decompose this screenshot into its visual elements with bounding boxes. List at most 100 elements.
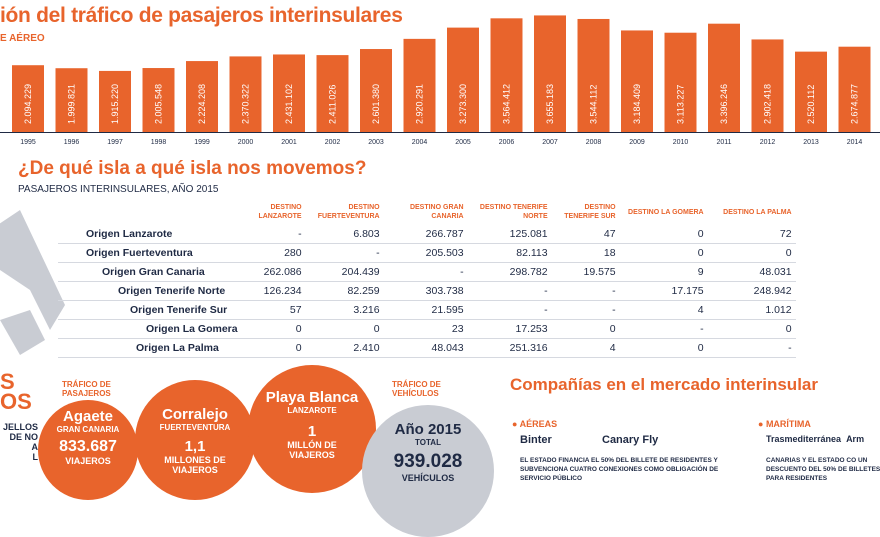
maritima-label-text: MARÍTIMA (765, 419, 811, 429)
table-cell: 4 (619, 300, 708, 320)
column-header: DESTINO FUERTEVENTURA (317, 204, 380, 220)
table-cell: 303.738 (383, 281, 468, 301)
bar (142, 68, 175, 132)
bar (186, 61, 218, 133)
section-title: ¿De qué isla a qué isla nos movemos? (18, 158, 367, 179)
bar (273, 54, 305, 132)
table-cell: 3.216 (305, 300, 384, 320)
partial-note-line: DE NO (9, 432, 38, 442)
bar (751, 39, 784, 132)
table-cell: 0 (305, 319, 384, 339)
x-tick-label: 2012 (760, 139, 776, 146)
table-cell: 0 (241, 319, 306, 339)
bar (12, 65, 44, 132)
column-header: DESTINO TENERIFE NORTE (479, 204, 548, 220)
x-tick-label: 2000 (238, 139, 254, 146)
table-cell: 9 (619, 262, 708, 282)
x-tick-label: 2002 (325, 139, 341, 146)
bar-value-label: 2.601.380 (371, 84, 381, 124)
port-unit: MILLONES DE VIAJEROS (164, 455, 226, 475)
table-row: Origen La Gomera 0 0 23 17.253 0-0 (58, 319, 796, 339)
x-tick-label: 2001 (281, 139, 297, 146)
bar (534, 15, 566, 133)
row-label: Origen Fuerteventura (58, 243, 242, 263)
playa-blanca-bubble: Playa Blanca LANZAROTE 1 MILLÓN DE VIAJE… (248, 365, 376, 493)
partial-note: JELLOS DE NO A L (0, 422, 38, 462)
bar (838, 46, 871, 132)
table-cell: 23 (383, 319, 468, 339)
bar-value-label: 2.674.877 (850, 84, 860, 124)
partial-note-line: L (32, 452, 39, 462)
x-tick-label: 2008 (586, 139, 602, 146)
bar-value-label: 3.396.246 (719, 84, 729, 124)
bar-value-label: 3.113.227 (676, 85, 686, 124)
table-cell: - (467, 300, 552, 320)
port-island: LANZAROTE (287, 406, 337, 415)
chart-subtitle: E AÉREO (0, 33, 45, 44)
port-name: Agaete (62, 408, 114, 425)
table-cell: 125.081 (467, 225, 552, 244)
column-header: DESTINO LA GOMERA (628, 208, 704, 216)
table-row: Origen La Palma 0 2.410 48.043 251.316 4 0- (58, 338, 796, 358)
bar (577, 18, 610, 132)
bar-chart: 2.094.229 1995 1.999.821 1996 1.915.220 1997 2… (0, 15, 880, 146)
table-cell: 126.234 (241, 281, 306, 301)
od-table: DESTINO LANZAROTE DESTINO FUERTEVENTURA … (58, 203, 796, 358)
bar (795, 51, 827, 132)
table-cell: 17.175 (619, 281, 708, 301)
bar (316, 55, 349, 132)
airline-canary-fly: Canary Fly (602, 434, 659, 446)
bar (403, 38, 436, 132)
table-cell: 0 (619, 338, 708, 358)
table-row: Origen Lanzarote -6.803 266.787 125.081 47 0 7… (58, 225, 796, 244)
table-cell: 205.503 (383, 243, 468, 263)
ship-name: Trasmediterránea (766, 434, 842, 444)
column-header: DESTINO TENERIFE SUR (564, 204, 616, 220)
bar-value-label: 2.224.208 (197, 84, 207, 124)
table-cell: 18 (551, 243, 620, 263)
x-tick-label: 2007 (542, 139, 558, 146)
row-label: Origen Gran Canaria (58, 262, 242, 282)
table-cell: 72 (707, 225, 796, 244)
table-cell: 0 (707, 319, 796, 339)
table-cell: 82.113 (467, 243, 552, 263)
table-cell: 47 (551, 225, 620, 244)
bar (229, 56, 262, 133)
partial-note-line: JELLOS (2, 422, 38, 432)
table-cell: 21.595 (383, 300, 468, 320)
agaete-bubble: Agaete GRAN CANARIA 833.687 VIAJEROS (38, 400, 138, 500)
companies-title: Compañías en el mercado interinsular (510, 375, 818, 394)
partial-heading: S OS (0, 369, 32, 413)
bar-value-label: 3.655.183 (545, 84, 555, 124)
x-tick-label: 1997 (107, 139, 123, 146)
vehicles-unit: VEHÍCULOS (401, 473, 455, 483)
chart-title: ión del tráfico de pasajeros interinsula… (0, 4, 403, 27)
bar-value-label: 2.520.112 (806, 85, 816, 124)
port-value: 1,1 (184, 438, 206, 455)
table-cell: 266.787 (383, 225, 468, 244)
table-header-row: DESTINO LANZAROTE DESTINO FUERTEVENTURA … (58, 203, 796, 225)
table-cell: 82.259 (305, 281, 384, 301)
bar-value-label: 2.431.102 (284, 84, 294, 124)
table-cell: - (619, 319, 708, 339)
table-row: Origen Fuerteventura 280-205.503 82.113 18 0… (58, 243, 796, 263)
partial-heading-line: S (0, 369, 15, 394)
x-tick-label: 2006 (499, 139, 515, 146)
bar (490, 18, 523, 132)
port-unit: VIAJEROS (65, 456, 111, 466)
port-unit: MILLÓN DE VIAJEROS (287, 440, 337, 460)
maritima-note: CANARIAS Y EL ESTADO CO UN DESCUENTO DEL… (766, 457, 880, 482)
corralejo-bubble: Corralejo FUERTEVENTURA 1,1 MILLONES DE … (135, 380, 255, 500)
aereas-label-text: AÉREAS (519, 419, 558, 429)
table-cell: - (707, 338, 796, 358)
maritima-label: ● MARÍTIMA (758, 419, 811, 429)
bar-value-label: 1.915.220 (110, 84, 120, 124)
table-cell: 57 (241, 300, 306, 320)
table-cell: 204.439 (305, 262, 384, 282)
airline-binter: Binter (520, 434, 552, 446)
x-tick-label: 2004 (412, 139, 428, 146)
row-label: Origen Tenerife Sur (58, 300, 242, 320)
table-cell: 0 (619, 225, 708, 244)
vehicles-value: 939.028 (393, 451, 463, 472)
table-cell: - (383, 262, 468, 282)
